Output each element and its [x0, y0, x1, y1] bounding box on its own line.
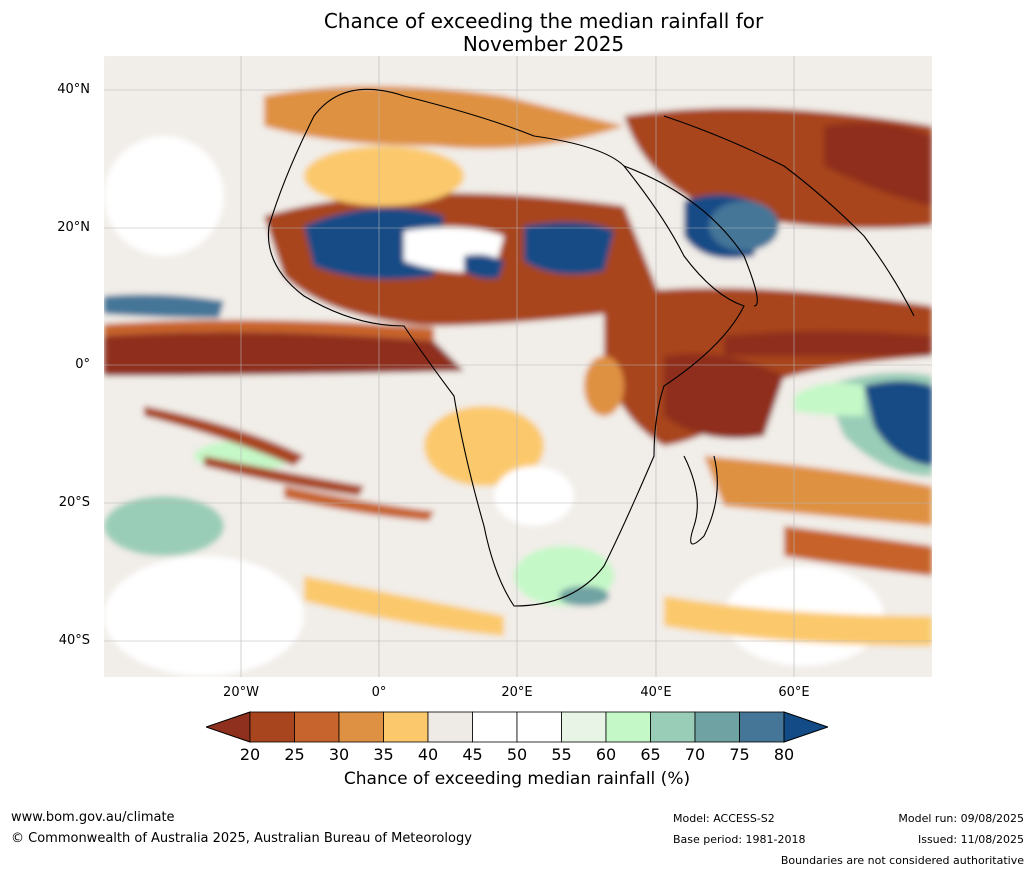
- lon-label-0: 0°: [371, 685, 387, 700]
- colorbar-tick-label: 50: [506, 745, 528, 764]
- colorbar-tick-label: 65: [640, 745, 661, 764]
- title-line-1: Chance of exceeding the median rainfall …: [323, 9, 764, 33]
- colorbar-cell: [516, 711, 562, 743]
- colorbar-cell: [561, 711, 607, 743]
- colorbar-cell: [249, 711, 295, 743]
- lat-label-20s: 20°S: [58, 495, 90, 510]
- title-line-2: November 2025: [462, 32, 625, 56]
- footer-disclaimer: Boundaries are not considered authoritat…: [780, 854, 1024, 867]
- map-canvas: [104, 56, 932, 677]
- lat-label-20n: 20°N: [57, 220, 90, 235]
- colorbar-cell: [650, 711, 696, 743]
- footer-issued: Issued: 11/08/2025: [917, 833, 1024, 846]
- lat-label-0: 0°: [75, 357, 90, 372]
- colorbar-tick-label: 30: [328, 745, 350, 764]
- colorbar: [206, 711, 828, 743]
- colorbar-tick-label: 45: [462, 745, 483, 764]
- colorbar-label: Chance of exceeding median rainfall (%): [343, 769, 691, 789]
- colorbar-cell: [427, 711, 473, 743]
- colorbar-cell: [383, 711, 429, 743]
- lon-label-20w: 20°W: [223, 685, 259, 700]
- footer-base-period: Base period: 1981-2018: [673, 833, 806, 846]
- colorbar-cell: [605, 711, 651, 743]
- colorbar-cell: [338, 711, 384, 743]
- colorbar-tick-label: 70: [684, 745, 706, 764]
- colorbar-cell: [472, 711, 518, 743]
- footer-model-run: Model run: 09/08/2025: [898, 812, 1024, 825]
- colorbar-cell: [294, 711, 340, 743]
- colorbar-tick-label: 80: [773, 745, 795, 764]
- footer-model: Model: ACCESS-S2: [673, 812, 775, 825]
- colorbar-tick-label: 20: [239, 745, 261, 764]
- colorbar-arrow-high: [783, 711, 828, 743]
- colorbar-tick-label: 60: [595, 745, 617, 764]
- rainfall-map: [104, 56, 932, 677]
- map-title: Chance of exceeding the median rainfall …: [0, 10, 1035, 56]
- lon-label-40e: 40°E: [640, 685, 672, 700]
- lon-label-20e: 20°E: [501, 685, 533, 700]
- colorbar-tick-label: 55: [551, 745, 572, 764]
- colorbar-tick-label: 40: [417, 745, 439, 764]
- footer-copyright: © Commonwealth of Australia 2025, Austra…: [11, 831, 472, 846]
- colorbar-cell: [739, 711, 785, 743]
- footer-website: www.bom.gov.au/climate: [11, 810, 175, 825]
- colorbar-tick-label: 75: [729, 745, 750, 764]
- lat-label-40n: 40°N: [57, 82, 90, 97]
- lat-label-40s: 40°S: [58, 633, 90, 648]
- lon-label-60e: 60°E: [778, 685, 810, 700]
- colorbar-tick-label: 25: [284, 745, 305, 764]
- colorbar-tick-label: 35: [373, 745, 394, 764]
- colorbar-cell: [694, 711, 740, 743]
- colorbar-arrow-low: [206, 711, 251, 743]
